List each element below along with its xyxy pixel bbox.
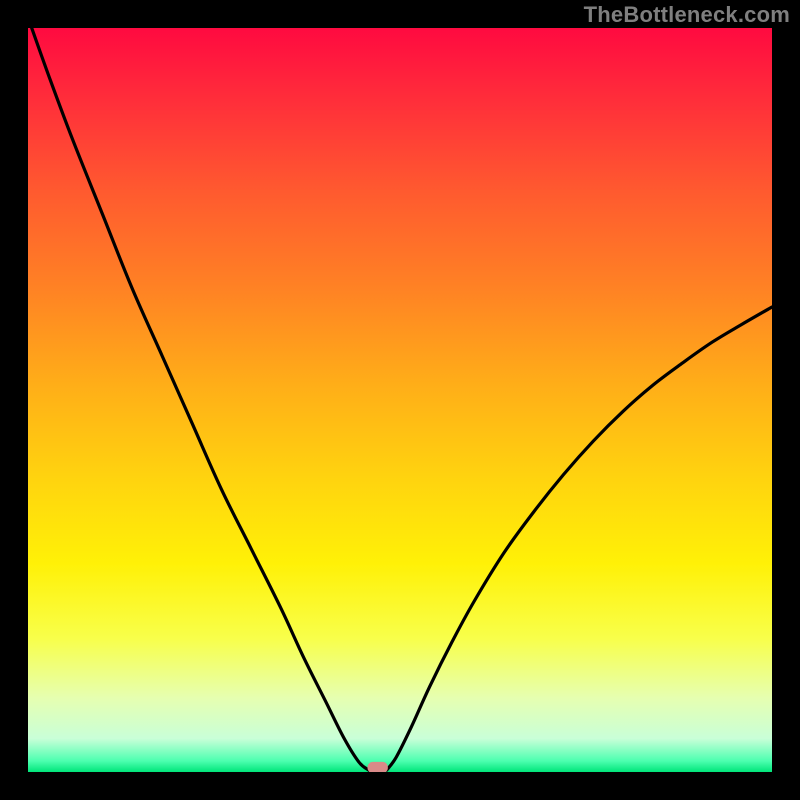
watermark-label: TheBottleneck.com [584,2,790,28]
plot-background [28,28,772,772]
chart-frame: TheBottleneck.com [0,0,800,800]
bottleneck-curve-chart [0,0,800,800]
optimum-marker [368,762,387,772]
